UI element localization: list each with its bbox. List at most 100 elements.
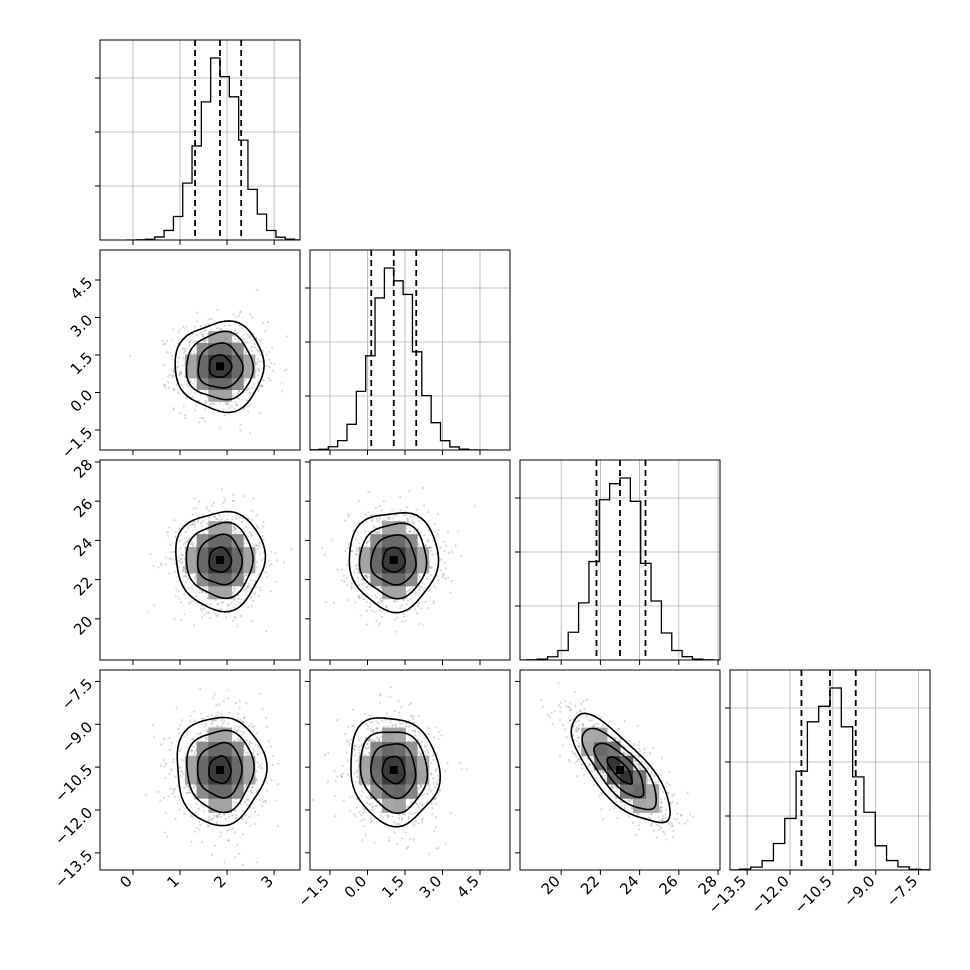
- scatter-point: [374, 804, 378, 807]
- scatter-point: [427, 727, 430, 730]
- scatter-point: [257, 752, 260, 756]
- scatter-point: [177, 590, 180, 593]
- scatter-point: [385, 712, 389, 715]
- scatter-point: [285, 368, 288, 371]
- scatter-point: [368, 752, 371, 755]
- scatter-point: [200, 417, 203, 420]
- scatter-point: [341, 772, 344, 775]
- scatter-point: [218, 812, 221, 815]
- scatter-point: [179, 546, 182, 549]
- scatter-point: [202, 717, 205, 721]
- scatter-point: [265, 353, 268, 356]
- scatter-point: [251, 534, 254, 537]
- scatter-point: [370, 514, 373, 517]
- scatter-point: [179, 724, 182, 727]
- scatter-point: [430, 773, 433, 776]
- hist-panel-3: [725, 669, 931, 871]
- scatter-point: [435, 768, 438, 771]
- scatter-point: [355, 806, 358, 809]
- scatter-point: [365, 600, 368, 603]
- scatter-point: [382, 500, 386, 503]
- scatter-point: [233, 526, 236, 529]
- scatter-point: [183, 787, 186, 790]
- scatter-point: [259, 589, 262, 592]
- scatter-point: [147, 610, 150, 614]
- scatter-point: [435, 802, 438, 806]
- scatter-point: [256, 360, 259, 363]
- scatter-point: [245, 399, 249, 402]
- scatter-point: [347, 546, 350, 549]
- scatter-point: [376, 736, 379, 739]
- scatter-point: [179, 412, 182, 415]
- scatter-point: [257, 368, 261, 371]
- scatter-point: [367, 725, 370, 728]
- scatter-point: [174, 535, 177, 538]
- scatter-point: [179, 373, 182, 376]
- scatter-point: [203, 607, 206, 610]
- scatter-point: [657, 780, 660, 783]
- scatter-point: [281, 390, 284, 393]
- scatter-point: [166, 351, 169, 354]
- scatter-point: [572, 752, 575, 755]
- scatter-point: [358, 583, 361, 587]
- scatter-point: [198, 592, 201, 595]
- scatter-point: [386, 815, 390, 819]
- scatter-point: [254, 362, 258, 365]
- scatter-point: [353, 747, 356, 750]
- scatter-point: [658, 825, 661, 828]
- scatter-point: [218, 513, 221, 517]
- scatter-point: [370, 805, 374, 809]
- scatter-point: [253, 749, 256, 752]
- scatter-point: [181, 364, 184, 367]
- scatter-point: [266, 789, 269, 792]
- scatter-point: [254, 743, 257, 746]
- scatter-point: [429, 573, 433, 577]
- scatter-point: [172, 550, 176, 553]
- scatter-point: [216, 813, 219, 816]
- scatter-point: [213, 693, 216, 696]
- scatter-point: [352, 724, 355, 727]
- scatter-point: [204, 401, 207, 405]
- scatter-point: [358, 745, 361, 749]
- scatter-point: [646, 774, 649, 778]
- scatter-point: [414, 819, 418, 823]
- scatter-point: [162, 364, 166, 367]
- scatter-point: [435, 726, 438, 729]
- scatter-point: [264, 801, 267, 804]
- scatter-point: [178, 597, 181, 600]
- scatter-point: [192, 786, 196, 789]
- scatter-point: [592, 783, 595, 787]
- scatter-point: [251, 786, 254, 789]
- scatter-point: [257, 374, 260, 377]
- scatter-point: [577, 742, 580, 745]
- scatter-point: [422, 817, 425, 821]
- scatter-point: [357, 595, 360, 598]
- scatter-point: [216, 815, 220, 819]
- scatter-point: [408, 837, 412, 840]
- scatter-point: [418, 588, 421, 591]
- scatter-point: [216, 815, 219, 818]
- contour-2: [350, 717, 442, 828]
- scatter-point: [178, 808, 181, 811]
- density-cell: [185, 547, 198, 561]
- scatter-point: [261, 321, 265, 324]
- scatter-point: [195, 320, 199, 323]
- scatter-point: [205, 586, 208, 589]
- scatter-point: [363, 574, 366, 577]
- scatter-point: [326, 780, 330, 783]
- density-cell: [196, 534, 209, 548]
- scatter-point: [384, 519, 387, 522]
- scatter-point: [366, 575, 369, 578]
- scatter-point: [234, 527, 237, 531]
- scatter-point: [270, 361, 273, 364]
- scatter-point: [197, 520, 200, 523]
- scatter-point: [413, 531, 416, 534]
- scatter-point: [435, 781, 439, 784]
- scatter-point: [187, 791, 190, 794]
- scatter-point: [233, 831, 237, 834]
- scatter-point: [411, 519, 414, 522]
- scatter-point: [241, 863, 244, 867]
- scatter-point: [249, 432, 252, 435]
- scatter-point: [415, 532, 418, 535]
- scatter-point: [605, 774, 608, 777]
